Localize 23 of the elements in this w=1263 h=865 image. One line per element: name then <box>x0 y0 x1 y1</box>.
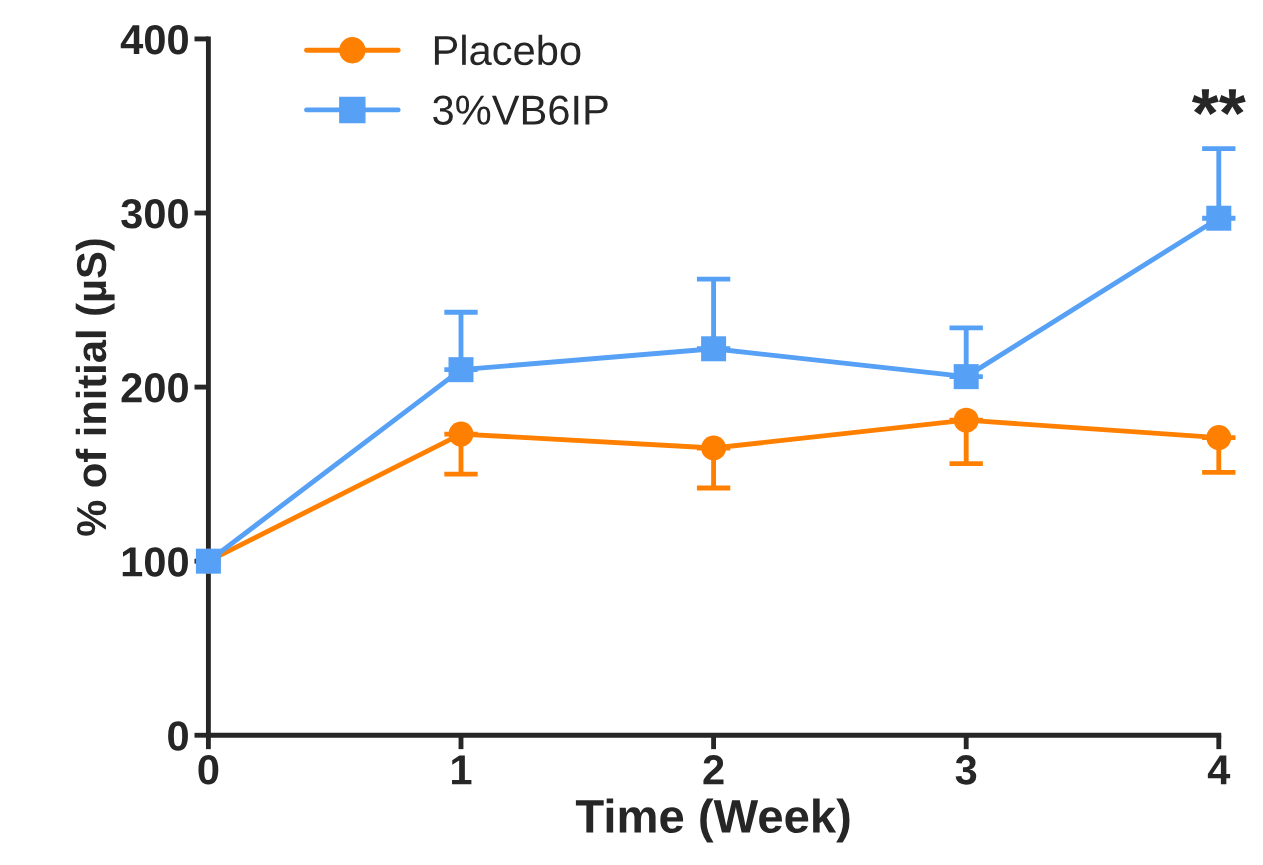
x-tick-label: 4 <box>1207 755 1231 785</box>
y-tick-label: 100 <box>122 547 188 577</box>
x-axis-title: Time (Week) <box>575 798 850 843</box>
legend-label: 3%VB6IP <box>433 95 608 125</box>
y-tick-label: 200 <box>121 373 188 403</box>
y-tick-label: 300 <box>121 199 188 229</box>
x-tick-label: 3 <box>955 755 977 785</box>
x-tick-label: 1 <box>452 755 472 785</box>
y-axis-title: % of initial (µS) <box>75 239 115 536</box>
point <box>448 421 474 447</box>
point <box>701 435 727 461</box>
x-tick-label: 2 <box>703 755 724 785</box>
point <box>1206 425 1232 451</box>
point <box>953 407 979 433</box>
y-tick-label: 400 <box>120 24 188 55</box>
x-tick-label: 0 <box>198 755 219 785</box>
point <box>953 364 979 390</box>
legend-label: Placebo <box>434 34 581 66</box>
y-tick-label: 0 <box>168 721 188 751</box>
point <box>448 357 474 383</box>
annotation: ** <box>1191 89 1246 116</box>
point <box>701 336 727 362</box>
point <box>1206 205 1232 231</box>
